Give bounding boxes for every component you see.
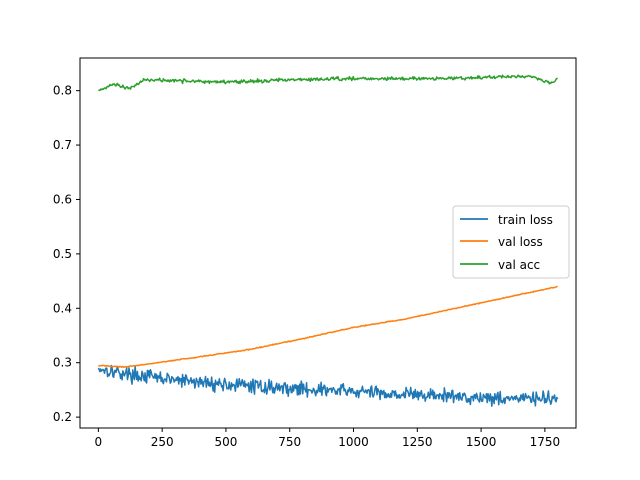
plot-frame [79,57,577,429]
y-tick-label: 0.2 [53,410,72,424]
legend-label-val-acc: val acc [498,258,540,272]
legend: train loss val loss val acc [452,205,570,279]
y-tick-label: 0.3 [53,356,72,370]
y-tick-label: 0.6 [53,192,72,206]
x-tick-label: 750 [278,435,301,449]
y-tick-label: 0.5 [53,247,72,261]
legend-label-val-loss: val loss [498,235,543,249]
y-tick-label: 0.7 [53,138,72,152]
series-line-val-acc [98,74,558,92]
x-tick-label: 1000 [338,435,369,449]
x-tick-label: 0 [95,435,103,449]
y-axis: 0.2 0.3 0.4 0.5 0.6 0.7 0.8 [53,84,80,424]
y-tick-label: 0.4 [53,301,72,315]
legend-box [452,205,570,279]
x-tick-label: 250 [151,435,174,449]
x-axis: 0 250 500 750 1000 1250 1500 1750 [95,428,561,449]
series-layer [97,74,559,407]
x-tick-label: 1750 [530,435,561,449]
x-tick-label: 1250 [402,435,433,449]
legend-label-train-loss: train loss [498,213,553,227]
x-tick-label: 1500 [466,435,497,449]
series-line-val-loss [98,285,558,369]
x-tick-label: 500 [214,435,237,449]
y-tick-label: 0.8 [53,84,72,98]
series-line-train-loss [97,364,559,407]
